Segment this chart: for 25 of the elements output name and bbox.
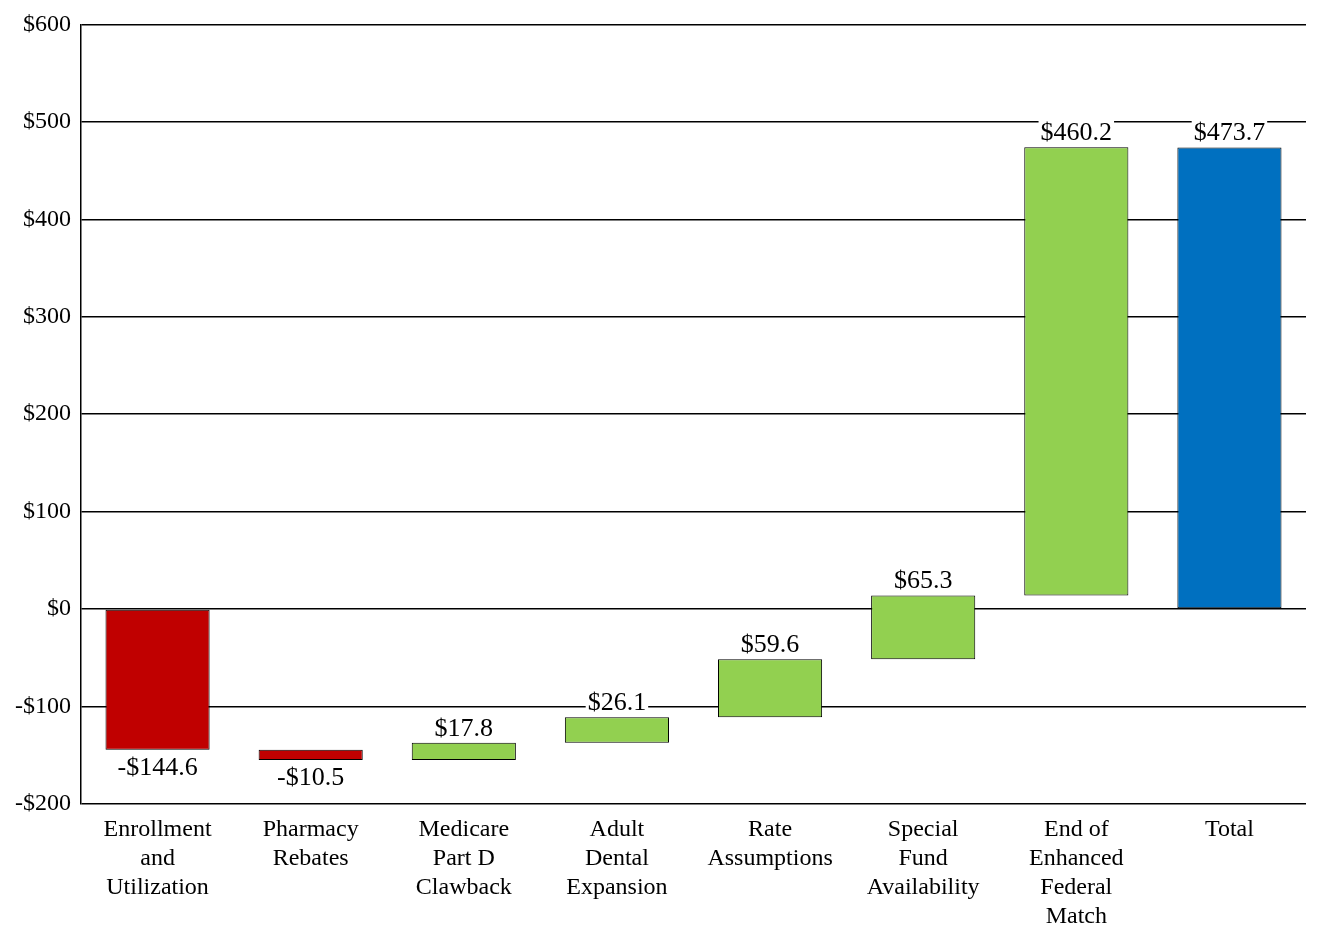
x-tick-label: End of Enhanced Federal Match — [1029, 815, 1124, 928]
x-tick-label: Enrollment and Utilization — [103, 815, 212, 900]
data-label: $473.7 — [1193, 117, 1266, 147]
data-label: $17.8 — [434, 712, 494, 742]
y-tick-label: -$100 — [14, 691, 71, 718]
y-tick-label: $400 — [22, 204, 71, 231]
x-tick-label: Total — [1204, 815, 1255, 842]
x-tick-label: Pharmacy Rebates — [262, 815, 359, 871]
data-label: $26.1 — [587, 687, 647, 717]
data-label: $59.6 — [740, 629, 800, 659]
y-tick-label: $0 — [46, 594, 71, 621]
y-tick-label: -$200 — [14, 789, 71, 816]
y-tick-label: $300 — [22, 301, 71, 328]
y-tick-label: $500 — [22, 107, 71, 134]
x-tick-label: Adult Dental Expansion — [566, 815, 668, 900]
data-label: $65.3 — [893, 565, 953, 595]
x-tick-label: Special Fund Availability — [866, 815, 980, 900]
data-label: -$144.6 — [117, 751, 198, 781]
x-tick-label: Medicare Part D Clawback — [415, 815, 512, 900]
y-tick-label: $600 — [22, 9, 71, 36]
y-tick-label: $200 — [22, 399, 71, 426]
x-tick-label: Rate Assumptions — [707, 815, 833, 871]
data-label: $460.2 — [1040, 117, 1113, 147]
data-label: -$10.5 — [277, 761, 345, 791]
y-tick-label: $100 — [22, 496, 71, 523]
